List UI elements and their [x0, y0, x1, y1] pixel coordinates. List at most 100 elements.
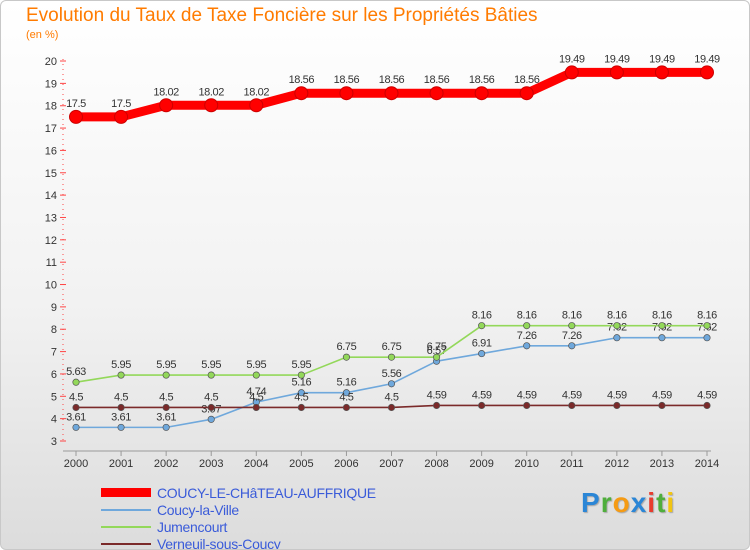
data-point [72, 423, 80, 431]
y-tick-label: 14 [45, 190, 57, 202]
data-label: 4.59 [427, 389, 447, 401]
data-label: 4.59 [562, 389, 582, 401]
data-label: 4.5 [339, 391, 353, 403]
data-point [117, 403, 125, 412]
data-point [564, 65, 579, 80]
data-label: 5.95 [246, 359, 266, 371]
x-tick-label: 2005 [289, 458, 313, 470]
legend-item: Verneuil-sous-Coucy [101, 535, 376, 550]
data-point [207, 371, 215, 379]
data-point [342, 353, 350, 361]
data-label: 6.75 [337, 341, 357, 353]
legend-item: Coucy-la-Ville [101, 501, 376, 518]
legend-label: Coucy-la-Ville [157, 501, 239, 518]
data-label: 4.59 [472, 389, 492, 401]
legend-label: COUCY-LE-CHâTEAU-AUFFRIQUE [157, 484, 376, 501]
data-point [342, 403, 350, 412]
y-tick-label: 7 [51, 347, 57, 359]
data-label: 5.56 [382, 368, 402, 380]
data-point [114, 109, 129, 124]
data-label: 4.59 [697, 389, 717, 401]
data-label: 4.59 [517, 389, 537, 401]
x-tick-label: 2013 [650, 458, 674, 470]
data-point [384, 86, 399, 101]
data-point [294, 86, 309, 101]
data-label: 18.56 [379, 74, 405, 86]
data-point [568, 322, 576, 330]
data-label: 8.16 [562, 310, 582, 322]
y-tick-label: 16 [45, 145, 57, 157]
data-point [519, 86, 534, 101]
data-point [613, 334, 621, 342]
data-point [478, 322, 486, 330]
y-tick-label: 10 [45, 280, 57, 292]
data-label: 17.5 [66, 98, 86, 110]
legend-swatch [101, 525, 151, 528]
y-tick-label: 9 [51, 302, 57, 314]
data-label: 5.95 [111, 359, 131, 371]
data-point [207, 415, 215, 423]
data-point [703, 334, 711, 342]
chart-legend: COUCY-LE-CHâTEAU-AUFFRIQUE Coucy-la-Ville… [101, 484, 376, 550]
data-point [159, 98, 174, 113]
legend-label: Verneuil-sous-Coucy [157, 535, 281, 550]
logo-letter: i [647, 487, 657, 518]
data-point [523, 401, 531, 410]
data-point [433, 353, 441, 361]
y-tick-label: 19 [45, 78, 57, 90]
x-tick-label: 2001 [109, 458, 133, 470]
legend-swatch [101, 508, 151, 511]
y-tick-label: 18 [45, 101, 57, 113]
data-label: 5.63 [66, 366, 86, 378]
data-point [654, 65, 669, 80]
data-point [297, 371, 305, 379]
data-point [613, 401, 621, 410]
data-label: 19.49 [604, 53, 630, 65]
data-label: 6.75 [427, 341, 447, 353]
data-label: 8.16 [472, 310, 492, 322]
data-label: 5.95 [156, 359, 176, 371]
series-verneuil-sous-coucy: 4.5 4.5 4.5 4.5 4.5 4.5 4.5 4.5 4.59 4.59 4.59 4.59… [69, 389, 718, 412]
logo-letter: x [630, 487, 648, 518]
legend-swatch [101, 542, 151, 545]
y-tick-label: 5 [51, 391, 57, 403]
data-point [387, 403, 396, 412]
data-point [297, 389, 305, 397]
x-tick-label: 2014 [695, 458, 719, 470]
data-point [387, 380, 396, 388]
data-point [700, 65, 714, 80]
data-point [339, 86, 354, 101]
data-label: 4.5 [294, 391, 308, 403]
y-tick-label: 8 [51, 324, 57, 336]
data-label: 7.26 [517, 330, 537, 342]
data-label: 4.5 [384, 391, 398, 403]
data-label: 4.5 [159, 391, 173, 403]
data-point [117, 371, 125, 379]
x-tick-label: 2003 [199, 458, 223, 470]
logo-letter: t [656, 487, 667, 518]
data-label: 8.16 [517, 310, 537, 322]
y-tick-label: 6 [51, 369, 57, 381]
data-label: 4.74 [246, 386, 266, 398]
data-label: 6.91 [472, 338, 492, 350]
data-point [609, 65, 624, 80]
data-point [204, 98, 219, 113]
series-coucy-le-ch-teau-auffrique: 17.5 17.5 18.02 18.02 18.02 18.56 18.56 18.56 18… [66, 53, 720, 124]
data-point [658, 322, 666, 330]
legend-item: Jumencourt [101, 518, 376, 535]
data-point [252, 403, 260, 412]
data-point [613, 322, 621, 330]
logo-letter: o [612, 487, 631, 518]
data-point [249, 98, 264, 113]
y-tick-label: 4 [51, 414, 57, 426]
data-label: 18.02 [198, 86, 224, 98]
data-point [523, 342, 531, 350]
data-point [658, 401, 666, 410]
logo-letter: i [666, 487, 676, 518]
logo-letter: P [581, 487, 601, 518]
data-point [117, 423, 125, 431]
x-tick-label: 2002 [154, 458, 178, 470]
data-label: 4.59 [607, 389, 627, 401]
data-point [478, 350, 486, 358]
x-tick-label: 2012 [605, 458, 629, 470]
